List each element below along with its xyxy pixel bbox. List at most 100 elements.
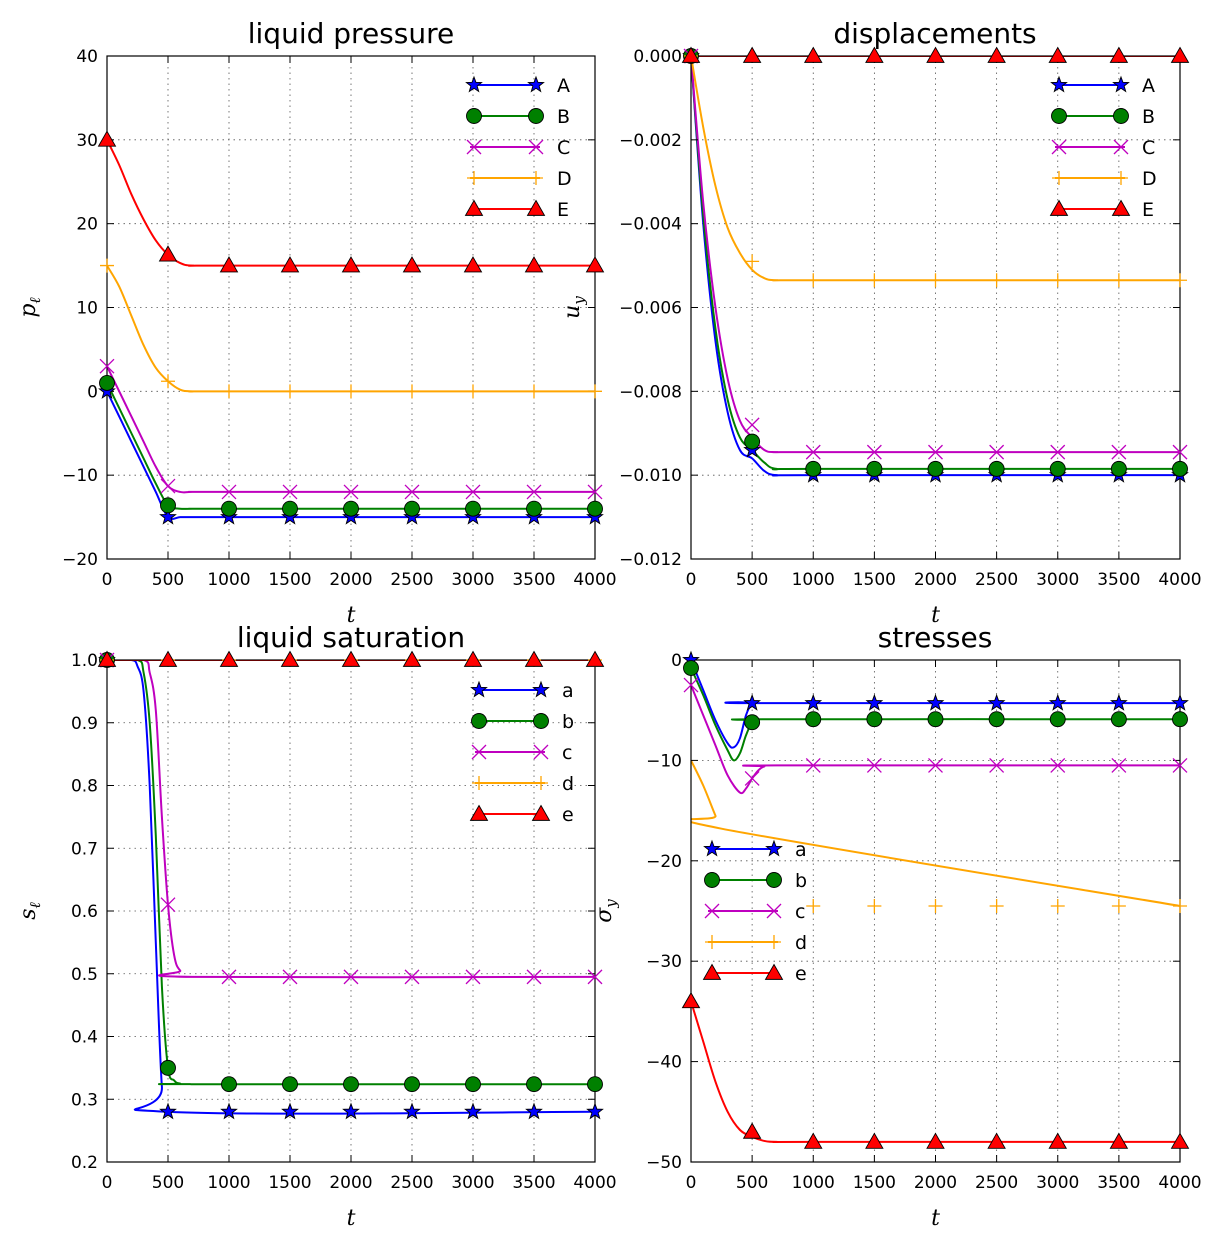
- data-point-a: [1110, 693, 1128, 711]
- x-tick-label: 1500: [268, 570, 311, 590]
- y-tick-label: −20: [62, 550, 98, 570]
- y-tick-label: −0.012: [619, 550, 682, 570]
- y-tick-label: 0.5: [71, 965, 98, 985]
- data-point-c: [587, 969, 603, 985]
- chart-title: displacements: [833, 17, 1036, 50]
- legend-label-C: C: [557, 137, 570, 159]
- data-point-b: [404, 1076, 420, 1093]
- data-point-D: [1173, 273, 1187, 288]
- legend-marker-b: [533, 713, 549, 729]
- data-point-a: [804, 693, 823, 711]
- x-tick-label: 1500: [853, 1173, 896, 1193]
- legend-label-d: d: [562, 773, 574, 795]
- data-point-a: [220, 1102, 238, 1120]
- x-axis-label: t: [931, 603, 940, 628]
- data-point-a: [464, 1102, 482, 1120]
- data-point-e: [585, 650, 605, 667]
- x-tick-label: 1500: [853, 570, 896, 590]
- legend-marker-e: [469, 804, 489, 821]
- legend-marker-E: [526, 199, 546, 216]
- data-point-e: [865, 1132, 884, 1149]
- chart-title: stresses: [878, 621, 993, 654]
- data-point-E: [926, 46, 945, 63]
- x-tick-label: 3000: [1036, 1173, 1079, 1193]
- x-tick-label: 4000: [1158, 1173, 1201, 1193]
- data-point-E: [158, 245, 178, 262]
- data-point-b: [221, 1076, 237, 1093]
- data-point-d: [806, 898, 821, 913]
- data-point-D: [1111, 273, 1126, 288]
- data-point-E: [1170, 46, 1190, 63]
- legend-label-C: C: [1142, 137, 1155, 159]
- data-point-E: [585, 256, 605, 273]
- data-point-C: [160, 478, 176, 494]
- y-tick-label: −0.004: [619, 215, 682, 235]
- legend-marker-C: [1051, 139, 1067, 155]
- chart-title: liquid pressure: [248, 17, 454, 50]
- x-tick-label: 1500: [268, 1173, 311, 1193]
- legend-marker-A: [465, 75, 483, 93]
- legend-marker-E: [464, 199, 484, 216]
- legend-label-b: b: [562, 711, 574, 733]
- data-point-c: [1111, 757, 1127, 773]
- plot-area: [691, 660, 1180, 1143]
- data-point-b: [744, 714, 761, 731]
- legend-marker-C: [1113, 139, 1129, 155]
- data-point-e: [341, 650, 361, 667]
- chart-title: liquid saturation: [237, 621, 465, 654]
- legend-marker-C: [528, 139, 544, 155]
- data-point-C: [343, 484, 359, 500]
- data-point-C: [989, 444, 1005, 460]
- data-point-B: [1110, 460, 1127, 477]
- data-point-C: [805, 444, 821, 460]
- data-point-e: [681, 991, 701, 1009]
- data-point-C: [587, 484, 603, 500]
- x-tick-label: 3500: [1097, 570, 1140, 590]
- data-point-C: [465, 484, 481, 500]
- x-tick-label: 3000: [451, 570, 494, 590]
- y-tick-label: −0.010: [619, 466, 682, 486]
- data-point-c: [526, 969, 542, 985]
- data-point-B: [805, 460, 822, 477]
- x-tick-label: 3000: [1036, 570, 1079, 590]
- data-point-a: [281, 1102, 299, 1120]
- y-tick-label: 0.4: [71, 1028, 98, 1048]
- series-line-d: [691, 759, 1180, 907]
- data-point-a: [926, 693, 945, 711]
- series-line-B: [691, 56, 1180, 471]
- data-point-b: [927, 711, 944, 728]
- y-tick-label: 20: [76, 215, 98, 235]
- axes-frame: [106, 55, 596, 560]
- y-tick-label: 0.2: [71, 1153, 98, 1173]
- x-tick-label: 4000: [1158, 570, 1201, 590]
- legend-marker-b: [471, 713, 487, 729]
- legend-marker-c: [533, 744, 549, 760]
- data-point-D: [588, 384, 602, 399]
- legend-marker-e: [764, 963, 784, 980]
- data-point-D: [466, 384, 480, 399]
- legend-marker-D: [1114, 171, 1128, 185]
- x-tick-label: 500: [736, 570, 768, 590]
- x-axis-label: t: [347, 603, 356, 628]
- data-point-B: [1172, 460, 1188, 477]
- data-point-e: [158, 650, 178, 667]
- legend-marker-a: [532, 680, 550, 698]
- legend-marker-d: [705, 935, 719, 949]
- data-point-B: [927, 460, 944, 477]
- data-point-C: [1172, 444, 1188, 460]
- data-point-B: [587, 500, 603, 517]
- legend-marker-d: [767, 935, 781, 949]
- data-point-b: [805, 711, 822, 728]
- data-point-C: [1050, 444, 1066, 460]
- data-point-B: [526, 500, 542, 517]
- x-tick-label: 3500: [512, 570, 555, 590]
- legend-marker-C: [466, 139, 482, 155]
- data-point-c: [928, 757, 943, 773]
- legend-marker-A: [1112, 75, 1130, 93]
- data-point-b: [343, 1076, 359, 1093]
- series-line-E: [107, 139, 595, 267]
- data-point-a: [865, 693, 884, 711]
- data-point-d: [928, 898, 943, 913]
- data-point-c: [221, 969, 237, 985]
